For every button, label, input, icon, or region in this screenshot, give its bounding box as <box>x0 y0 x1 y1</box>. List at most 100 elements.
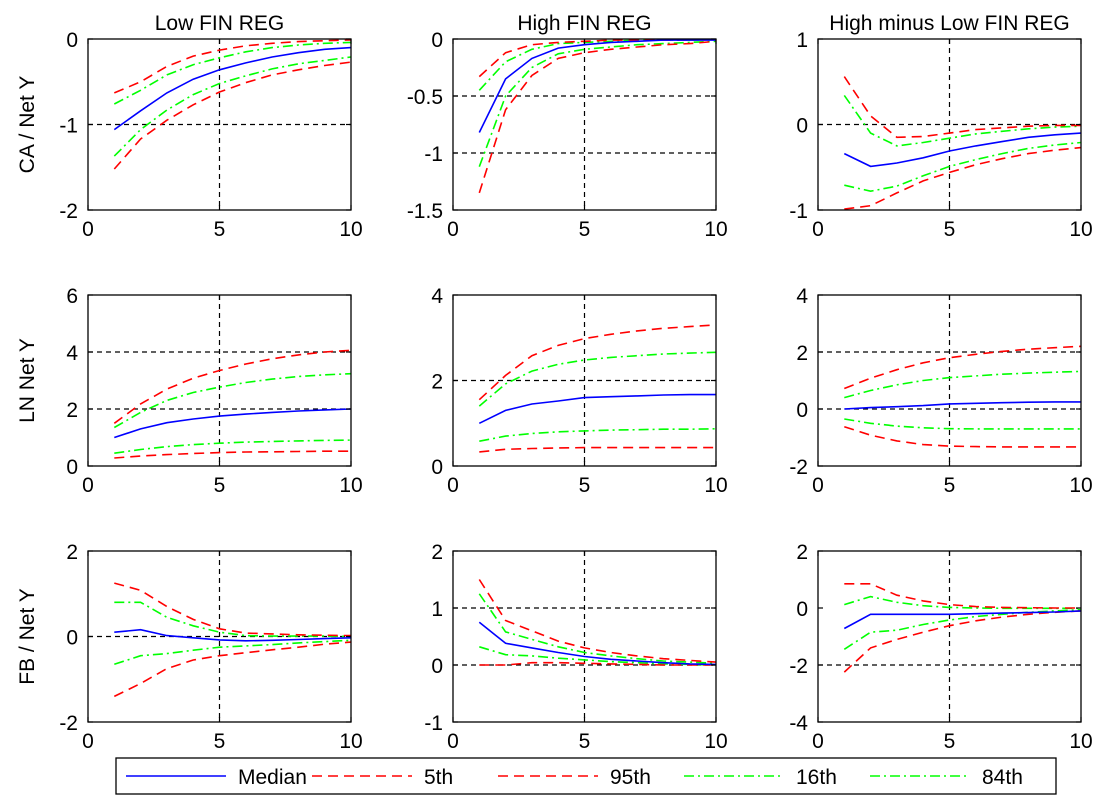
x-tick-label: 5 <box>944 474 956 497</box>
y-tick-label: 0 <box>796 399 808 422</box>
series-line-5th <box>114 450 351 459</box>
legend-label: 95th <box>610 766 651 789</box>
column-title: Low FIN REG <box>155 12 285 35</box>
subplot: 0 5 10-101 <box>789 29 1092 241</box>
x-tick-label: 0 <box>447 474 459 497</box>
y-tick-label: -1 <box>59 115 78 138</box>
series-line-5th <box>479 446 716 453</box>
row-label: LN Net Y <box>16 338 39 423</box>
y-tick-label: -1 <box>789 200 808 223</box>
y-tick-label: -1.5 <box>407 200 443 223</box>
series-line-95th <box>478 324 716 401</box>
y-tick-label: -0.5 <box>407 86 443 109</box>
series-line-84th <box>478 351 716 407</box>
x-tick-label: 5 <box>944 730 956 753</box>
y-tick-label: 0 <box>66 627 78 650</box>
x-tick-label: 10 <box>704 474 727 497</box>
legend-label: 84th <box>982 766 1023 789</box>
x-tick-label: 10 <box>339 730 362 753</box>
x-tick-label: 10 <box>1069 730 1092 753</box>
series-line-median <box>844 401 1081 410</box>
series-line-5th <box>479 661 716 666</box>
x-tick-label: 0 <box>447 218 459 241</box>
series-line-84th <box>843 94 1081 147</box>
x-tick-label: 5 <box>579 218 591 241</box>
series-line-median <box>114 628 351 642</box>
y-tick-label: 0 <box>66 29 78 52</box>
y-tick-label: 4 <box>431 285 443 308</box>
x-tick-label: 0 <box>447 730 459 753</box>
series-line-median <box>843 132 1081 168</box>
series-line-84th <box>844 595 1081 610</box>
series-line-84th <box>114 601 351 638</box>
y-tick-label: -2 <box>59 200 78 223</box>
row-labels: CA / Net Y LN Net Y FB / Net Y <box>16 76 39 685</box>
y-tick-label: 6 <box>66 285 78 308</box>
y-tick-label: 0 <box>796 115 808 138</box>
series-line-5th <box>478 40 716 194</box>
series-line-median <box>113 46 351 131</box>
y-tick-label: -2 <box>789 655 808 678</box>
series-line-median <box>478 39 716 133</box>
subplot: 0 5 10 -4 -2 0 2 <box>789 541 1092 753</box>
x-tick-label: 0 <box>812 730 824 753</box>
y-tick-label: 2 <box>796 342 808 365</box>
y-tick-label: 1 <box>796 29 808 52</box>
series-line-16th <box>478 40 716 167</box>
y-tick-label: 4 <box>796 285 808 308</box>
legend-label: 5th <box>424 766 453 789</box>
x-tick-label: 5 <box>579 474 591 497</box>
series-line-16th <box>844 141 1081 193</box>
column-title: High minus Low FIN REG <box>829 12 1069 35</box>
y-tick-label: 2 <box>431 541 443 564</box>
x-tick-label: 0 <box>812 218 824 241</box>
column-title: High FIN REG <box>517 12 651 35</box>
series-line-median <box>478 621 716 666</box>
x-tick-label: 0 <box>82 474 94 497</box>
series-line-16th <box>479 428 716 442</box>
x-tick-label: 10 <box>339 218 362 241</box>
legend-label: 16th <box>796 766 837 789</box>
y-tick-label: 2 <box>66 399 78 422</box>
y-tick-label: 4 <box>66 342 78 365</box>
series-line-84th <box>844 370 1081 399</box>
x-tick-label: 0 <box>82 730 94 753</box>
series-line-median <box>114 408 351 439</box>
series-line-median <box>478 393 716 425</box>
series-line-16th <box>113 56 351 157</box>
series-line-16th <box>479 646 716 666</box>
legend-entry-95th: 95th <box>498 766 651 789</box>
series-line-95th <box>478 39 716 78</box>
series-line-95th <box>113 349 351 424</box>
y-tick-label: 2 <box>66 541 78 564</box>
series-line-5th <box>113 61 351 170</box>
x-tick-label: 10 <box>1069 474 1092 497</box>
column-titles: Low FIN REG High FIN REG High minus Low FI… <box>155 12 1070 35</box>
x-tick-label: 10 <box>704 730 727 753</box>
series-line-95th <box>114 582 351 637</box>
series-line-95th <box>843 76 1081 139</box>
series-line-95th <box>844 582 1081 609</box>
subplot: 0 5 10-202 <box>59 541 362 753</box>
series-line-5th <box>843 610 1081 673</box>
series-line-84th <box>113 41 351 105</box>
x-tick-label: 0 <box>82 218 94 241</box>
series-line-16th <box>114 639 351 666</box>
x-tick-label: 10 <box>704 218 727 241</box>
x-tick-label: 5 <box>214 730 226 753</box>
legend-entry-5th: 5th <box>312 766 453 789</box>
y-tick-label: -1 <box>424 143 443 166</box>
y-tick-label: 0 <box>431 456 443 479</box>
y-tick-label: -2 <box>789 456 808 479</box>
y-tick-label: 1 <box>431 598 443 621</box>
y-tick-label: -4 <box>789 712 808 735</box>
row-label: FB / Net Y <box>16 588 39 684</box>
subplot: 0 5 10 -1.5 -1 -0.5 0 <box>407 29 728 241</box>
series-line-84th <box>113 372 351 429</box>
subplot: 0 5 10 0 2 4 6 <box>66 285 362 497</box>
x-tick-label: 0 <box>812 474 824 497</box>
subplot: 0 5 10 0 2 4 <box>431 285 727 497</box>
